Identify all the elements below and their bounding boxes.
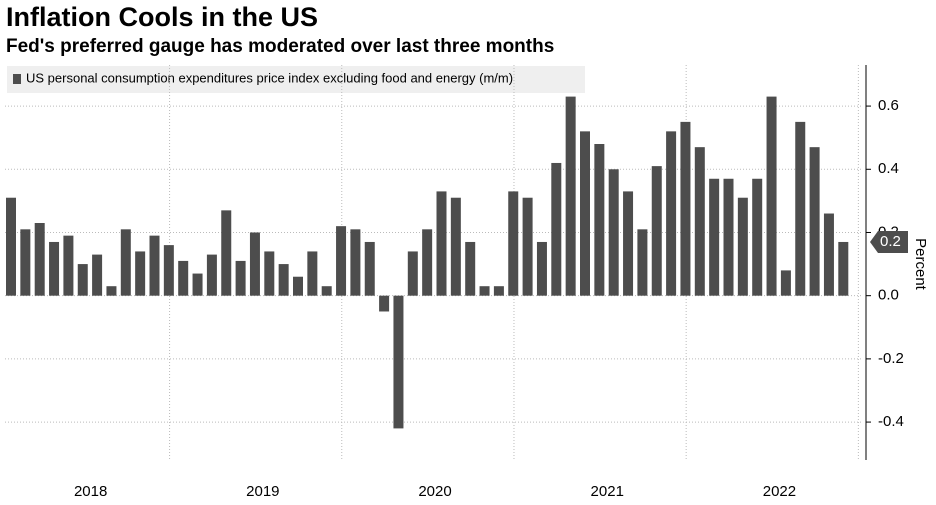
bar [192,273,203,296]
bar [407,251,418,296]
bar [680,121,691,296]
last-value-label: 0.2 [880,233,901,250]
bar [493,286,504,296]
x-tick-label: 2021 [591,483,624,500]
bar [20,229,31,296]
bar [723,178,734,296]
bar [637,229,648,296]
bar [364,241,375,296]
bar [565,96,576,296]
x-tick-label: 2018 [74,483,107,500]
bar [77,264,88,296]
y-tick-label: -0.4 [878,413,904,430]
bar [249,232,260,296]
bar [795,121,806,296]
bar [321,286,332,296]
bar [307,251,318,296]
bar [450,197,461,296]
chart-subtitle: Fed's preferred gauge has moderated over… [6,36,554,57]
bar [163,245,174,296]
bar [235,260,246,296]
bar [580,131,590,296]
legend-label: US personal consumption expenditures pri… [26,70,513,85]
bar [752,178,763,296]
bar [666,131,677,296]
bar [264,251,275,296]
bar [694,147,705,296]
bar [536,241,547,296]
bar [709,178,720,296]
bar [551,162,562,296]
bar [6,197,16,296]
bar [465,241,476,296]
bar [206,254,217,296]
y-tick-label: 0.0 [878,287,899,304]
bar [63,235,74,296]
bar [178,260,189,296]
bar [135,251,146,296]
bar [651,166,662,296]
bar [608,169,619,296]
bar [766,96,777,296]
bar [823,213,834,296]
bar [149,235,160,296]
y-tick-label: 0.6 [878,97,899,114]
y-axis-label: Percent [912,238,929,291]
bar [34,223,45,296]
bar [278,264,289,296]
x-tick-label: 2019 [246,483,279,500]
bar [623,191,634,296]
bar [336,226,347,296]
y-tick-label: 0.4 [878,160,899,177]
bar [780,270,791,296]
bar [120,229,131,296]
bar [594,144,605,296]
bar [838,241,849,296]
bar [92,254,103,296]
x-tick-label: 2020 [418,483,451,500]
bar [737,197,748,296]
legend-box [7,66,585,93]
bar [508,191,519,296]
bar [422,229,433,296]
chart-title: Inflation Cools in the US [6,2,318,32]
x-tick-label: 2022 [763,483,796,500]
bar [293,276,303,296]
bar [221,210,232,296]
bar [436,191,447,296]
bar [809,147,820,296]
bar [379,295,390,312]
bar [350,229,361,296]
bar [479,286,490,296]
bar [393,295,404,429]
bar [522,197,533,296]
last-value-marker [870,230,908,253]
y-tick-label: -0.2 [878,350,904,367]
bar [49,241,60,296]
legend-swatch [13,74,21,84]
bar [106,286,117,296]
